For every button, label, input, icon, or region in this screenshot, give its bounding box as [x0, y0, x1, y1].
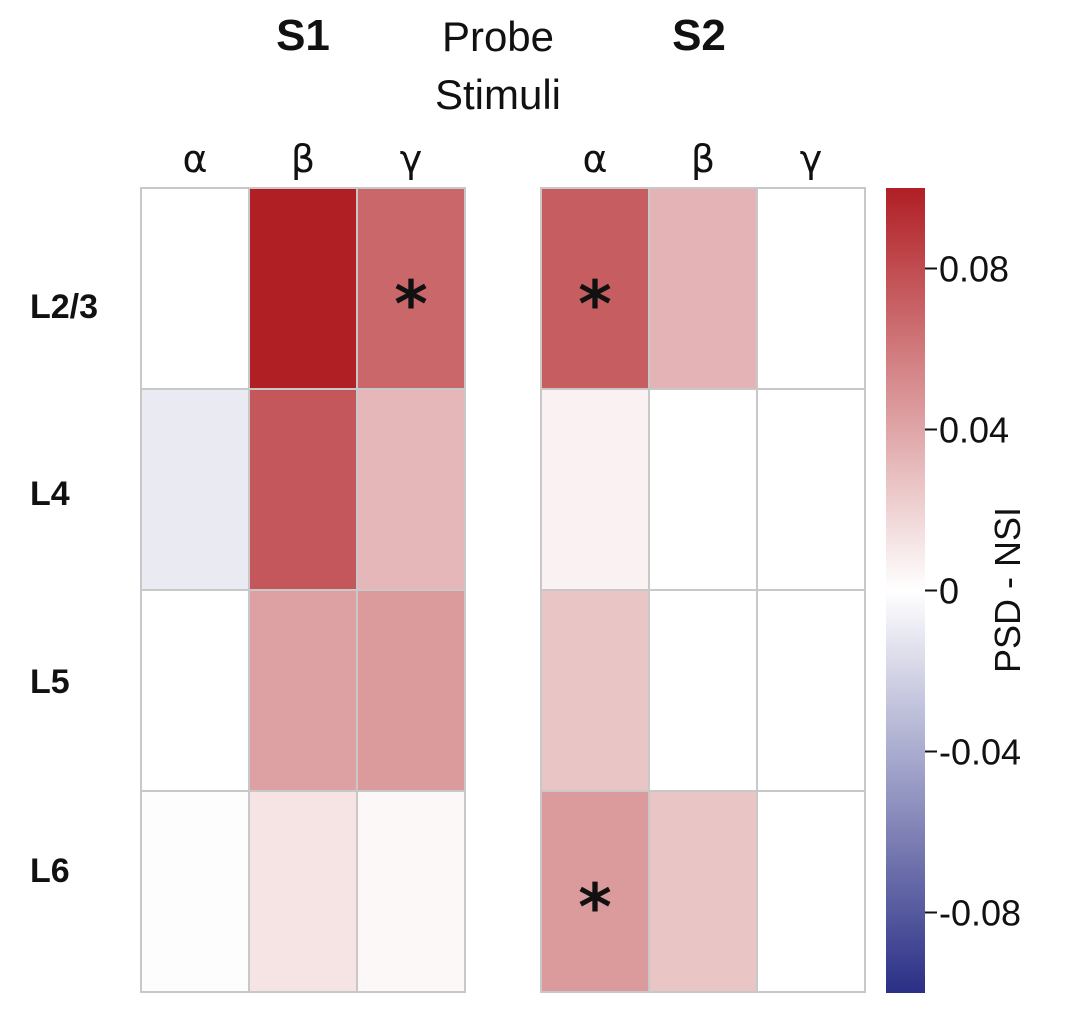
heatmap-cell: [356, 187, 466, 390]
row-label: L4: [30, 475, 70, 513]
heatmap-cell: [648, 187, 758, 390]
heatmap-cell: [248, 589, 358, 792]
heatmap-cell: [248, 388, 358, 591]
column-label: β: [291, 137, 315, 181]
heatmap-cell: [140, 790, 250, 993]
panel-title: S2: [672, 11, 726, 60]
colorbar-tick-label: -0.08: [939, 893, 1021, 934]
row-label: L2/3: [30, 288, 98, 326]
column-label: α: [582, 137, 607, 181]
colorbar-tick-label: 0: [939, 571, 959, 612]
heatmap-cell: [140, 388, 250, 591]
heatmap-cell: [248, 187, 358, 390]
colorbar-tick-label: 0.08: [939, 249, 1009, 290]
significance-marker: *: [578, 872, 611, 946]
heatmap-cell: [540, 388, 650, 591]
column-label: β: [691, 137, 715, 181]
colorbar-title: PSD - NSI: [987, 507, 1028, 673]
heatmap-cell: [540, 589, 650, 792]
heatmap-cell: [756, 790, 866, 993]
heatmap-cell: [648, 388, 758, 591]
significance-marker: *: [578, 269, 611, 343]
column-label: α: [182, 137, 207, 181]
heatmap-cell: [356, 790, 466, 993]
column-label: γ: [400, 137, 423, 181]
row-label: L5: [30, 663, 70, 701]
heatmap-cell: [140, 187, 250, 390]
heatmap-cell: [540, 790, 650, 993]
colorbar-tick-label: -0.04: [939, 732, 1021, 773]
panel-title: S1: [276, 11, 330, 60]
heatmap-cell: [248, 790, 358, 993]
heatmap-cell: [356, 388, 466, 591]
heatmap-cell: [540, 187, 650, 390]
significance-marker: *: [394, 269, 427, 343]
heatmap-cell: [356, 589, 466, 792]
probe-stimuli-label: Probe: [442, 13, 554, 60]
column-label: γ: [800, 137, 823, 181]
heatmap-cell: [756, 589, 866, 792]
heatmap-cell: [756, 388, 866, 591]
heatmap-cell: [140, 589, 250, 792]
probe-stimuli-label: Stimuli: [435, 71, 561, 118]
heatmap-cell: [648, 589, 758, 792]
heatmap-cell: [756, 187, 866, 390]
heatmap-cell: [648, 790, 758, 993]
row-label: L6: [30, 852, 70, 890]
colorbar: [886, 188, 925, 993]
colorbar-tick-label: 0.04: [939, 410, 1009, 451]
